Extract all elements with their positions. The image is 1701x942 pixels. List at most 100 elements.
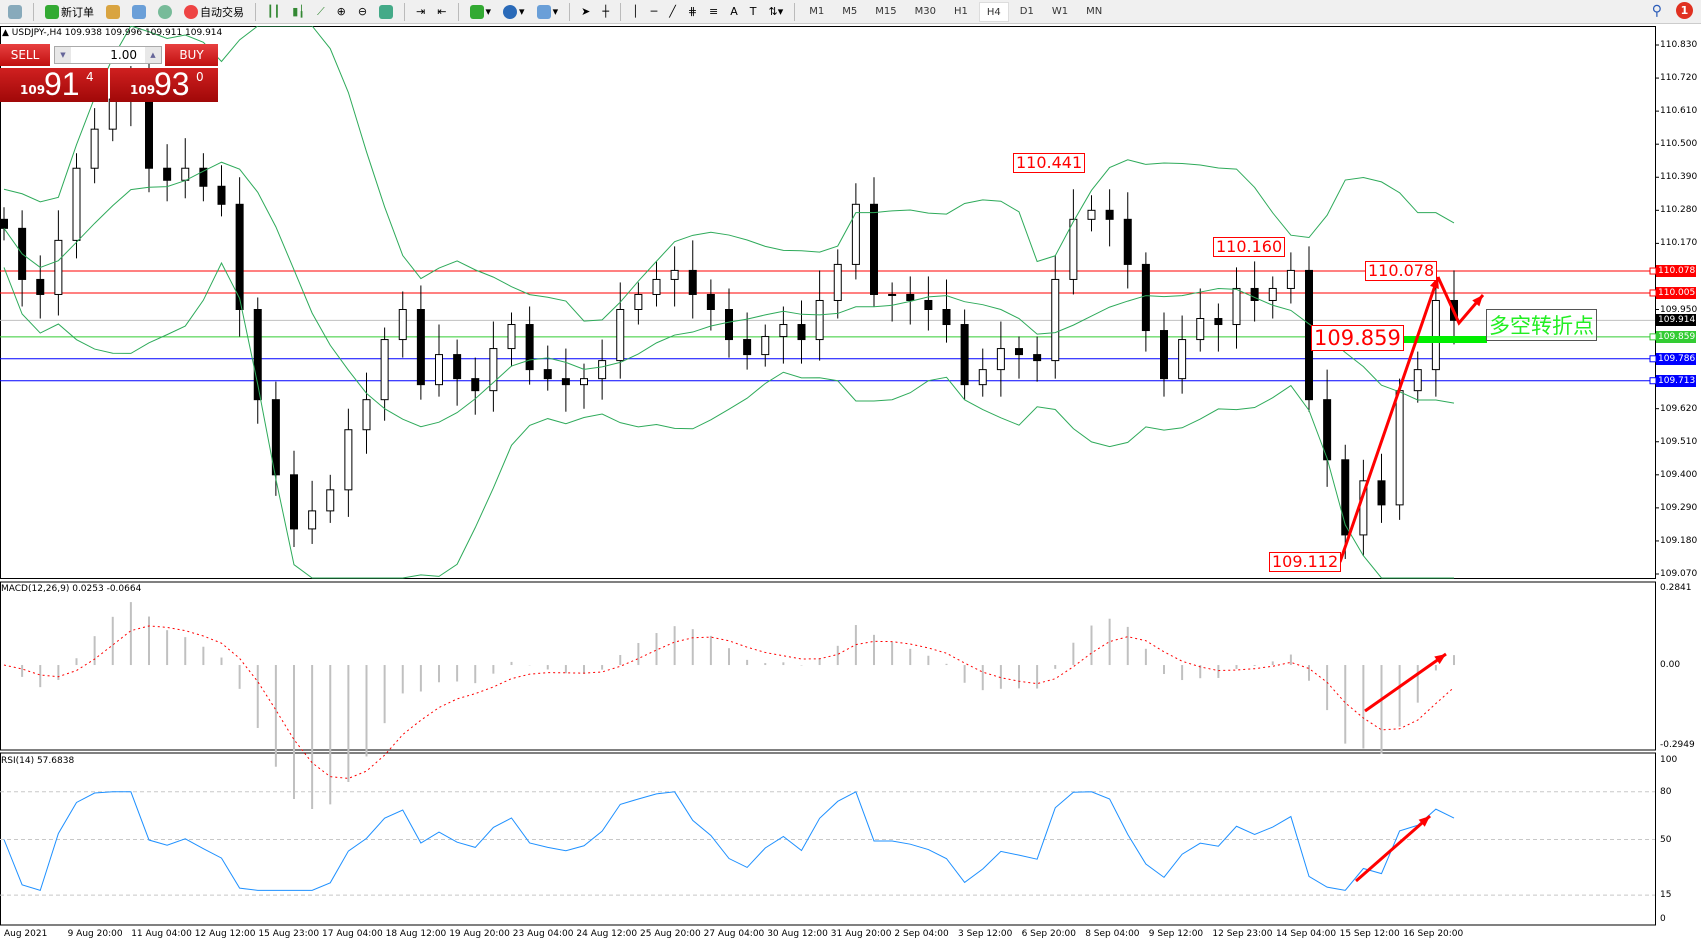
level-price-tag[interactable]: 109.859	[1656, 330, 1696, 343]
candle-bear	[1341, 459, 1350, 536]
search-icon[interactable]: ⚲	[1651, 2, 1662, 19]
buy-price[interactable]: 109 93 0	[110, 66, 218, 102]
autoscroll-button[interactable]: ⇥	[416, 5, 426, 18]
candle-bear	[561, 378, 570, 386]
notifications-badge[interactable]: 1	[1676, 2, 1693, 19]
timeframe-m30[interactable]: M30	[914, 5, 936, 17]
lot-increase-button[interactable]: ▲	[145, 47, 161, 63]
candlestick-button[interactable]: ▮╽	[292, 5, 305, 18]
time-axis-label: 2 Sep 04:00	[894, 929, 949, 939]
metaeditor-button[interactable]	[102, 2, 124, 22]
candle-bull	[652, 278, 661, 295]
candle-bull	[1431, 299, 1440, 371]
fibonacci-fan-tool[interactable]: ⋕	[687, 5, 698, 18]
timeframe-d1[interactable]: D1	[1019, 5, 1034, 17]
rsi-tick-label: 15	[1660, 890, 1672, 901]
text-tool[interactable]: A	[730, 5, 738, 18]
candle-bear	[163, 167, 172, 181]
auto-trading-button[interactable]: 自动交易	[180, 2, 248, 22]
zoom-out-button[interactable]: ⊖	[357, 5, 368, 18]
toolbar: 新订单 自动交易 ┃┃ ▮╽ ⟋ ⊕ ⊖ ⇥ ⇤ ▾ ▾ ▾ ➤ ┼ │ ─ ╱…	[0, 0, 1701, 24]
timeframe-h1[interactable]: H1	[954, 5, 968, 17]
candle-bear	[870, 203, 878, 295]
annotation-high-3[interactable]: 110.078	[1365, 261, 1438, 281]
periods-button[interactable]: ▾	[499, 2, 529, 22]
level-price-tag[interactable]: 109.713	[1656, 374, 1696, 387]
bar-chart-button[interactable]: ┃┃	[267, 5, 281, 18]
time-axis-label: 27 Aug 04:00	[703, 929, 765, 939]
new-order-button[interactable]: 新订单	[41, 2, 98, 22]
rsi-line	[3, 791, 1455, 892]
candle-bear	[960, 324, 969, 386]
rsi-tick-label: 80	[1660, 786, 1672, 797]
candle-bull	[489, 348, 498, 392]
time-axis-label: 3 Sep 12:00	[958, 929, 1013, 939]
annotation-high-2[interactable]: 110.160	[1213, 237, 1286, 257]
candle-bull	[90, 128, 99, 169]
level-price-tag[interactable]: 109.786	[1656, 352, 1696, 365]
text-label-tool[interactable]: T	[749, 5, 757, 18]
search-tool-icon[interactable]	[4, 2, 26, 22]
toolbar-separator	[255, 2, 256, 21]
trendline-tool[interactable]: ╱	[669, 5, 676, 18]
toolbar-separator	[569, 2, 571, 21]
cursor-tool[interactable]: ➤	[581, 5, 591, 18]
toolbar-separator	[794, 2, 796, 21]
level-price-tag[interactable]: 109.914	[1656, 314, 1696, 327]
book-icon	[106, 4, 120, 19]
terminal-button[interactable]	[128, 2, 150, 22]
rsi-arrow-head	[1418, 816, 1430, 827]
candle-bull	[616, 309, 625, 362]
new-order-label: 新订单	[61, 5, 94, 19]
annotation-low[interactable]: 109.112	[1269, 552, 1342, 572]
annotation-high-1[interactable]: 110.441	[1013, 153, 1086, 173]
level-price-tag[interactable]: 110.078	[1656, 265, 1696, 278]
indicators-button[interactable]: ▾	[466, 2, 496, 22]
candle-bull	[888, 293, 897, 296]
candle-bear	[906, 293, 915, 301]
templates-button[interactable]: ▾	[533, 2, 563, 22]
candle-bull	[54, 239, 63, 295]
pivot-point-label[interactable]: 多空转折点	[1486, 309, 1597, 341]
candle-bull	[1196, 318, 1205, 341]
signals-button[interactable]	[154, 2, 176, 22]
timeframe-m15[interactable]: M15	[875, 5, 897, 17]
timeframe-m5[interactable]: M5	[842, 5, 858, 17]
lot-size-input[interactable]: 1.00	[54, 46, 162, 64]
lot-decrease-button[interactable]: ▼	[55, 47, 71, 63]
buy-button[interactable]: BUY	[165, 44, 218, 66]
sell-button[interactable]: SELL	[0, 44, 50, 66]
timeframe-mn[interactable]: MN	[1086, 5, 1103, 17]
candle-bear	[416, 309, 425, 386]
candle-bear	[1123, 218, 1132, 265]
timeframe-m1[interactable]: M1	[809, 5, 825, 17]
rsi-tick-label: 100	[1660, 755, 1678, 765]
rsi-arrow	[1355, 814, 1431, 883]
level-price-tag[interactable]: 110.005	[1656, 286, 1696, 299]
line-chart-button[interactable]: ⟋	[316, 4, 325, 18]
timeframe-w1[interactable]: W1	[1051, 5, 1069, 17]
bollinger-upper	[3, 26, 1455, 322]
chart-canvas[interactable]	[0, 26, 1701, 942]
candle-bear	[706, 293, 715, 310]
fibonacci-retracement-tool[interactable]: ≡	[709, 5, 719, 18]
annotation-mid[interactable]: 109.859	[1311, 325, 1404, 351]
arrows-tool[interactable]: ⇅▾	[768, 5, 784, 18]
candle-bull	[1178, 339, 1187, 380]
chart-shift-button[interactable]: ⇤	[437, 5, 447, 18]
price-tick-label: 110.720	[1660, 73, 1698, 84]
horizontal-line-tool[interactable]: ─	[650, 5, 658, 18]
tile-windows-button[interactable]	[375, 2, 397, 22]
toolbar-separator	[619, 2, 621, 21]
candle-bear	[253, 309, 262, 401]
timeframe-h4[interactable]: H4	[978, 1, 1009, 22]
crosshair-tool[interactable]: ┼	[602, 5, 609, 18]
price-tick-label: 109.180	[1660, 535, 1698, 546]
candle-bear	[942, 309, 951, 326]
sell-price[interactable]: 109 91 4	[0, 66, 108, 102]
zoom-in-button[interactable]: ⊕	[336, 5, 346, 18]
time-axis-label: 17 Aug 04:00	[322, 929, 383, 939]
vertical-line-tool[interactable]: │	[631, 5, 639, 18]
time-axis-label: Aug 2021	[4, 929, 48, 939]
clock-icon	[503, 4, 518, 19]
